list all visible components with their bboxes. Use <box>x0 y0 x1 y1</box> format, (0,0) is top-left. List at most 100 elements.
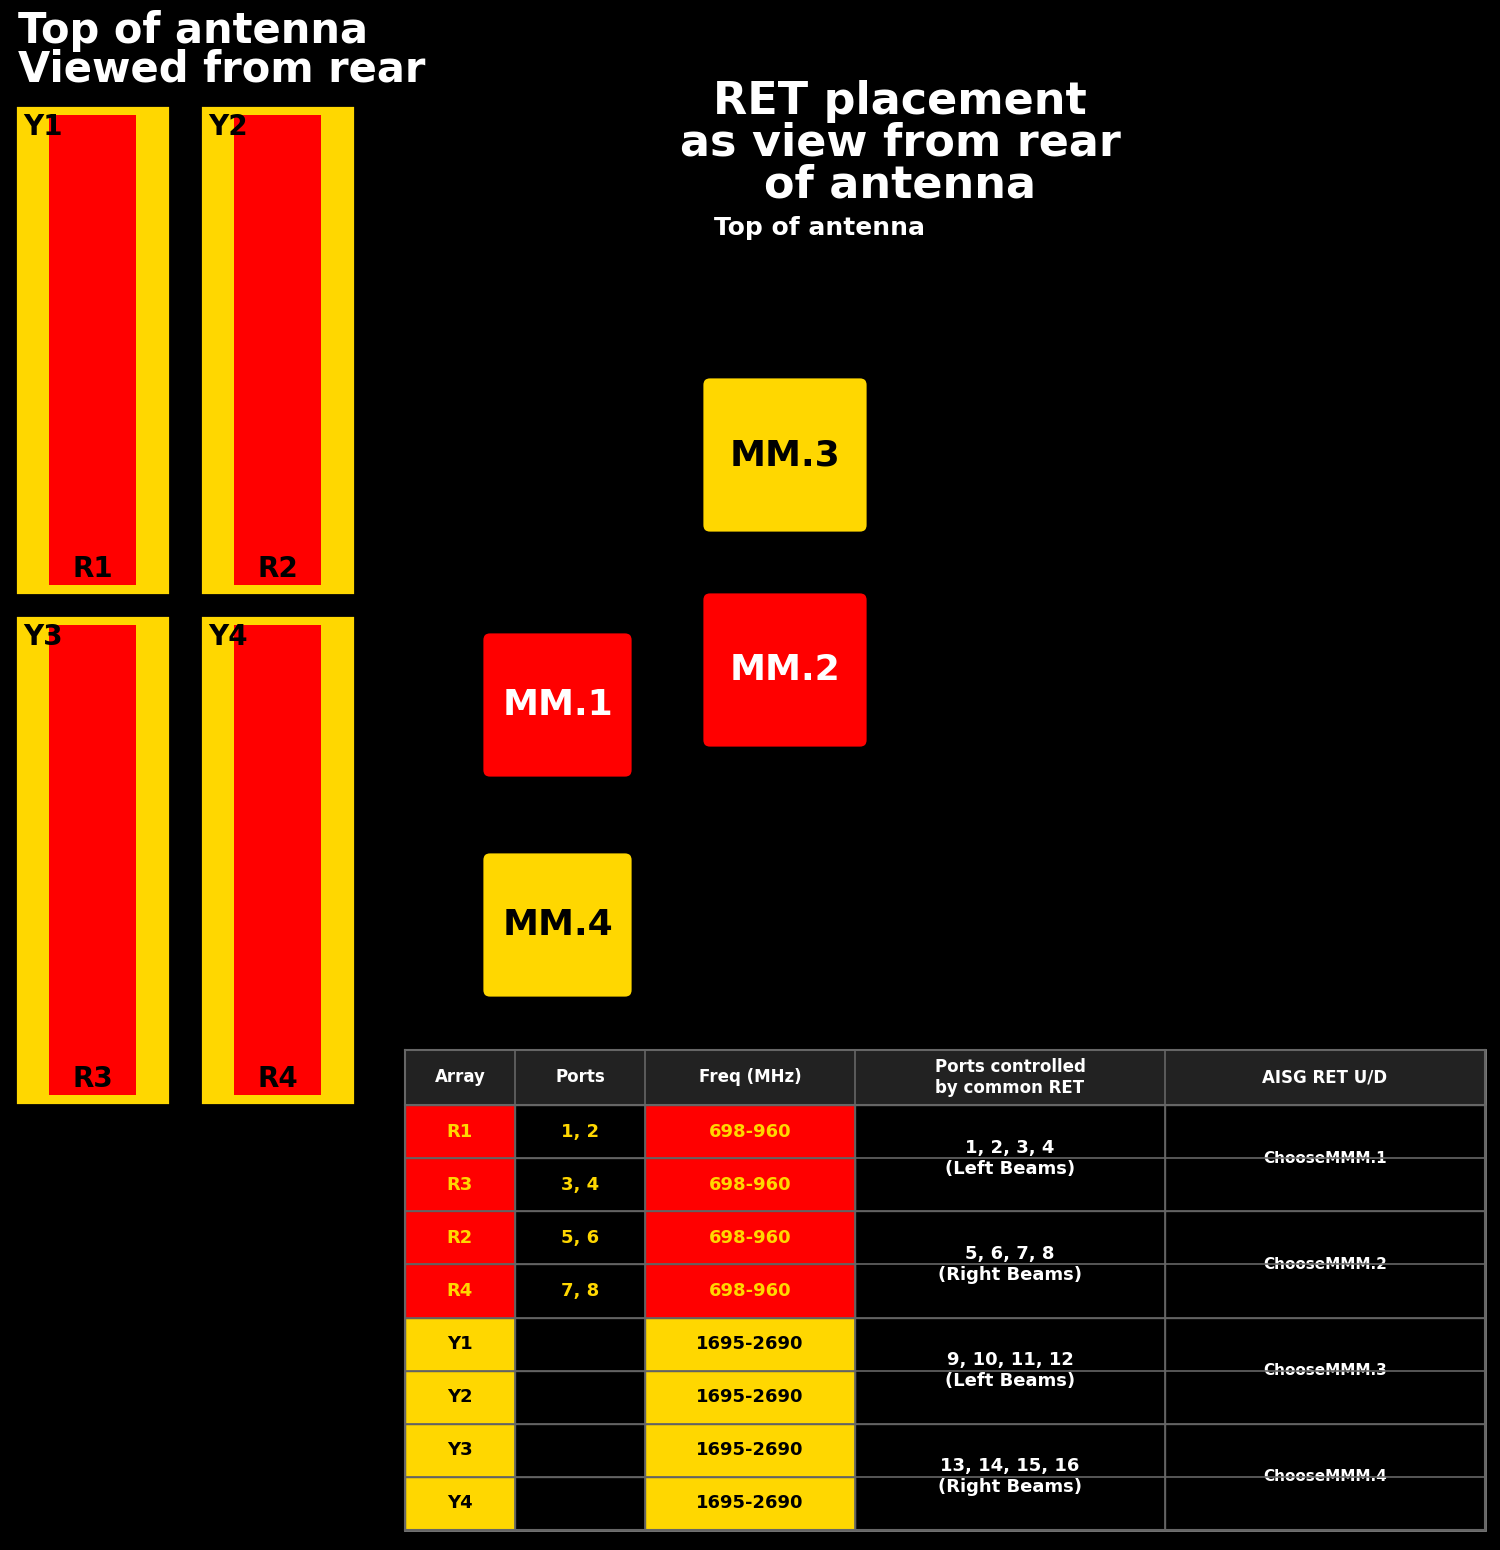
Text: RET placement: RET placement <box>711 81 1084 122</box>
Text: Array: Array <box>435 1068 486 1087</box>
Text: Top of antenna: Top of antenna <box>20 12 370 54</box>
Bar <box>514 1424 645 1477</box>
Text: 15, 16: 15, 16 <box>549 1494 612 1513</box>
Text: Y3: Y3 <box>447 1442 472 1459</box>
Text: as view from rear: as view from rear <box>680 122 1120 164</box>
Text: of antenna: of antenna <box>762 166 1034 209</box>
Text: RET placement: RET placement <box>716 82 1089 126</box>
Text: Top of antenna: Top of antenna <box>18 8 368 50</box>
Text: ChooseMMM.2: ChooseMMM.2 <box>1263 1257 1388 1273</box>
Text: as view from rear: as view from rear <box>678 119 1119 163</box>
Text: MM.2: MM.2 <box>729 653 840 687</box>
Text: RET placement: RET placement <box>712 78 1088 121</box>
Text: of antenna: of antenna <box>764 166 1036 209</box>
Bar <box>514 1211 645 1265</box>
Bar <box>1166 1424 1485 1530</box>
Text: Top of antenna: Top of antenna <box>20 8 370 50</box>
Bar <box>514 1370 645 1424</box>
Bar <box>1166 1211 1485 1317</box>
Text: Viewed from rear: Viewed from rear <box>18 46 426 88</box>
Text: RET placement: RET placement <box>716 78 1089 121</box>
Text: of antenna: of antenna <box>764 163 1036 205</box>
Text: 3, 4: 3, 4 <box>561 1176 598 1194</box>
Text: Freq (MHz): Freq (MHz) <box>699 1068 801 1087</box>
Bar <box>405 1424 514 1477</box>
Text: Top of antenna: Top of antenna <box>16 8 366 50</box>
Bar <box>855 1211 1166 1317</box>
Text: Top of antenna: Top of antenna <box>18 9 368 53</box>
Text: as view from rear: as view from rear <box>678 124 1119 167</box>
Text: RET placement: RET placement <box>712 81 1088 122</box>
Text: as view from rear: as view from rear <box>681 122 1122 164</box>
Text: Y2: Y2 <box>447 1389 472 1406</box>
Text: Y4: Y4 <box>447 1494 472 1513</box>
Text: ChooseMMM.1: ChooseMMM.1 <box>1263 1150 1388 1166</box>
Bar <box>855 1318 1166 1424</box>
Text: 13, 14, 15, 16
(Right Beams): 13, 14, 15, 16 (Right Beams) <box>938 1457 1082 1496</box>
Text: as view from rear: as view from rear <box>678 122 1119 164</box>
Text: Top of antenna: Top of antenna <box>714 215 924 240</box>
Text: as view from rear: as view from rear <box>681 124 1122 167</box>
Text: of antenna: of antenna <box>762 164 1034 208</box>
Bar <box>405 1105 514 1158</box>
Bar <box>50 115 136 586</box>
Bar <box>4 604 364 1114</box>
Bar <box>15 105 170 595</box>
Text: R2: R2 <box>447 1229 472 1246</box>
Text: R1: R1 <box>447 1122 472 1141</box>
Text: of antenna: of antenna <box>766 164 1038 208</box>
Text: R4: R4 <box>447 1282 472 1300</box>
Text: Viewed from rear: Viewed from rear <box>16 48 423 90</box>
Text: Y2: Y2 <box>209 113 248 141</box>
Bar <box>514 1265 645 1318</box>
Text: 1695-2690: 1695-2690 <box>696 1442 804 1459</box>
FancyBboxPatch shape <box>702 377 868 533</box>
Text: Top of antenna: Top of antenna <box>714 215 926 239</box>
Bar <box>405 1370 514 1424</box>
Bar <box>645 1211 855 1265</box>
Text: R4: R4 <box>256 1065 298 1093</box>
Text: 698-960: 698-960 <box>708 1176 792 1194</box>
Text: Top of antenna: Top of antenna <box>714 215 926 240</box>
Text: AISG RET U/D: AISG RET U/D <box>1263 1068 1388 1087</box>
Text: 5, 6: 5, 6 <box>561 1229 598 1246</box>
FancyBboxPatch shape <box>482 853 633 998</box>
Text: 11, 12: 11, 12 <box>549 1389 612 1406</box>
Text: ChooseMMM.4: ChooseMMM.4 <box>1263 1469 1388 1485</box>
Text: as view from rear: as view from rear <box>680 124 1120 167</box>
Text: Viewed from rear: Viewed from rear <box>20 46 427 88</box>
Text: 1695-2690: 1695-2690 <box>696 1389 804 1406</box>
Bar <box>645 1105 855 1158</box>
Text: 1695-2690: 1695-2690 <box>696 1335 804 1353</box>
Text: Ports: Ports <box>555 1068 604 1087</box>
Text: Top of antenna: Top of antenna <box>16 9 366 53</box>
Bar <box>645 1265 855 1318</box>
Bar <box>514 1477 645 1530</box>
Text: 9, 10, 11, 12
(Left Beams): 9, 10, 11, 12 (Left Beams) <box>945 1352 1076 1390</box>
Text: as view from rear: as view from rear <box>681 119 1122 163</box>
Text: MM.1: MM.1 <box>503 688 614 722</box>
Bar <box>645 1318 855 1370</box>
Text: Y4: Y4 <box>209 623 248 651</box>
Bar <box>4 95 364 604</box>
Bar <box>405 1158 514 1211</box>
Text: Viewed from rear: Viewed from rear <box>16 50 423 91</box>
Bar <box>645 1424 855 1477</box>
Text: Top of antenna: Top of antenna <box>714 217 926 240</box>
Bar <box>405 1318 514 1370</box>
Bar <box>200 105 356 595</box>
Text: Viewed from rear: Viewed from rear <box>20 48 427 90</box>
Bar <box>15 615 170 1105</box>
Text: Viewed from rear: Viewed from rear <box>16 46 423 88</box>
Text: RET placement: RET placement <box>716 81 1089 122</box>
Text: Top of antenna: Top of antenna <box>20 9 370 53</box>
Text: Y1: Y1 <box>447 1335 472 1353</box>
Text: of antenna: of antenna <box>762 163 1034 205</box>
Text: 698-960: 698-960 <box>708 1229 792 1246</box>
Text: Viewed from rear: Viewed from rear <box>18 50 426 91</box>
Text: of antenna: of antenna <box>766 163 1038 205</box>
Bar <box>514 1158 645 1211</box>
Bar <box>855 1424 1166 1530</box>
Bar <box>405 1049 1485 1530</box>
Text: MM.3: MM.3 <box>729 439 840 473</box>
